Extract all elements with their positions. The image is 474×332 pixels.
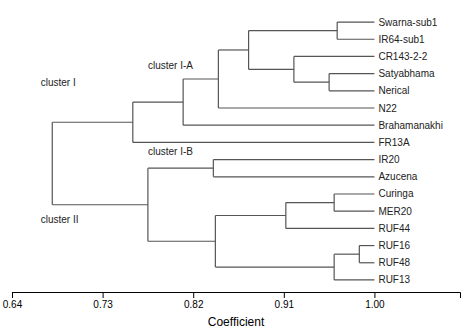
leaf-label: Brahamanakhi xyxy=(378,120,442,131)
tick: 0.82 xyxy=(184,292,204,310)
leaf-label: RUF16 xyxy=(378,240,410,251)
merge xyxy=(183,79,184,125)
tick-label: 1.00 xyxy=(365,299,385,310)
leaf-label: IR64-sub1 xyxy=(378,34,425,45)
branch xyxy=(294,56,375,57)
branch xyxy=(294,82,329,83)
annotation: cluster I-A xyxy=(148,60,193,71)
branch xyxy=(133,142,375,143)
branch xyxy=(337,21,374,22)
branch xyxy=(133,102,183,103)
tick: 1.00 xyxy=(365,292,385,310)
tick: 0.73 xyxy=(93,292,113,310)
merge xyxy=(213,160,214,177)
branch xyxy=(218,107,374,108)
leaf-label: Azucena xyxy=(378,171,417,182)
branch xyxy=(249,69,294,70)
tick: 0.91 xyxy=(275,292,295,310)
merge xyxy=(52,122,53,204)
tick-mark xyxy=(284,292,285,298)
branch xyxy=(52,204,148,205)
branch xyxy=(213,176,374,177)
annotation: cluster II xyxy=(41,214,79,225)
x-axis: 0.64 0.73 0.82 0.91 1.00 xyxy=(3,292,461,310)
merge xyxy=(329,74,330,91)
branch xyxy=(218,49,248,50)
leaf-label: Swarna-sub1 xyxy=(378,17,437,28)
leaf-label: RUF44 xyxy=(378,223,410,234)
leaf-label: IR20 xyxy=(378,154,400,165)
merge xyxy=(248,31,249,70)
leaf-label: CR143-2-2 xyxy=(378,51,427,62)
branch xyxy=(337,39,374,40)
branch xyxy=(359,245,374,246)
dendrogram xyxy=(52,22,374,280)
tick-label: 0.91 xyxy=(275,299,295,310)
tick-label: 0.73 xyxy=(93,299,113,310)
tick-mark xyxy=(374,292,375,298)
tick: 0.64 xyxy=(3,292,23,310)
annotation: cluster I-B xyxy=(148,146,193,157)
merge xyxy=(334,254,335,280)
branch xyxy=(329,73,374,74)
leaf-label: Satyabhama xyxy=(378,68,435,79)
tick-mark xyxy=(12,292,13,298)
tick-label: 0.64 xyxy=(3,299,23,310)
merge xyxy=(293,56,294,82)
leaf-label: Curinga xyxy=(378,188,413,199)
branch xyxy=(213,159,374,160)
tick-mark xyxy=(103,292,104,298)
x-axis-line xyxy=(13,293,461,299)
tick-label: 0.82 xyxy=(184,299,204,310)
branch xyxy=(286,202,334,203)
merge xyxy=(285,203,286,229)
leaf-label: Nerical xyxy=(378,85,409,96)
tick-mark xyxy=(193,292,194,298)
leaf-label: RUF48 xyxy=(378,257,410,268)
branch xyxy=(334,193,374,194)
leaf-label: FR13A xyxy=(378,137,409,148)
branch xyxy=(148,241,215,242)
merge xyxy=(359,246,360,263)
merge xyxy=(218,50,219,108)
branch xyxy=(286,228,375,229)
branch xyxy=(334,211,374,212)
branch xyxy=(249,30,338,31)
branch xyxy=(52,122,133,123)
chart: 0.64 0.73 0.82 0.91 1.00 Coefficient Swarna-su… xyxy=(0,0,474,332)
branch xyxy=(183,78,218,79)
branch xyxy=(334,279,374,280)
merge xyxy=(337,22,338,39)
annotation: cluster I xyxy=(41,77,76,88)
leaf-labels: Swarna-sub1 IR64-sub1 CR143-2-2 Satyabhama N… xyxy=(378,17,442,286)
leaf-label: N22 xyxy=(378,103,397,114)
branch xyxy=(215,266,334,267)
branch xyxy=(183,125,374,126)
branch xyxy=(329,90,374,91)
leaf-label: RUF13 xyxy=(378,274,410,285)
x-axis-title: Coefficient xyxy=(208,315,265,329)
merge xyxy=(132,102,133,142)
branch xyxy=(148,168,213,169)
branch xyxy=(359,262,374,263)
merge xyxy=(215,215,216,267)
annotations: cluster II cluster I cluster I-B cluster I-… xyxy=(41,60,194,226)
merge xyxy=(334,194,335,211)
merge xyxy=(147,168,148,241)
branch xyxy=(334,254,359,255)
branch xyxy=(215,215,285,216)
leaf-label: MER20 xyxy=(378,206,412,217)
